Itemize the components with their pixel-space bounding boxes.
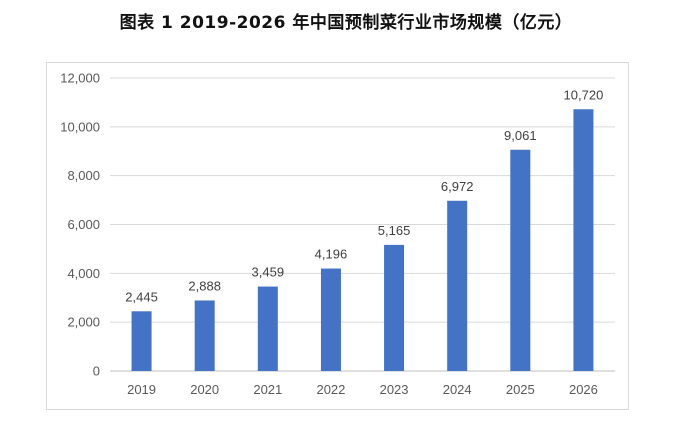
bar <box>384 244 405 371</box>
y-tick-label: 12,000 <box>60 71 100 86</box>
x-tick-label: 2023 <box>380 382 409 397</box>
bar <box>573 109 594 372</box>
x-tick-label: 2021 <box>253 382 282 397</box>
y-tick-label: 8,000 <box>67 168 100 183</box>
x-tick-label: 2024 <box>443 382 472 397</box>
bar <box>131 311 152 371</box>
data-label: 5,165 <box>378 223 411 238</box>
data-label: 9,061 <box>504 128 537 143</box>
data-label: 6,972 <box>441 179 474 194</box>
x-tick-label: 2019 <box>127 382 156 397</box>
y-tick-label: 0 <box>93 364 100 379</box>
bar <box>194 300 215 371</box>
x-tick-label: 2022 <box>316 382 345 397</box>
y-tick-label: 6,000 <box>67 217 100 232</box>
x-tick-label: 2020 <box>190 382 219 397</box>
data-label: 2,888 <box>188 278 221 293</box>
data-label: 3,459 <box>252 265 285 280</box>
data-label: 4,196 <box>315 247 348 262</box>
x-tick-label: 2026 <box>569 382 598 397</box>
y-tick-label: 2,000 <box>67 315 100 330</box>
bar <box>510 149 531 371</box>
data-label: 2,445 <box>125 289 158 304</box>
data-label: 10,720 <box>564 87 604 102</box>
bar <box>447 200 468 371</box>
bar <box>257 286 278 371</box>
bar <box>320 268 341 371</box>
chart-title: 图表 1 2019-2026 年中国预制菜行业市场规模（亿元） <box>119 13 573 33</box>
y-tick-label: 4,000 <box>67 266 100 281</box>
y-tick-label: 10,000 <box>60 119 100 134</box>
x-tick-label: 2025 <box>506 382 535 397</box>
